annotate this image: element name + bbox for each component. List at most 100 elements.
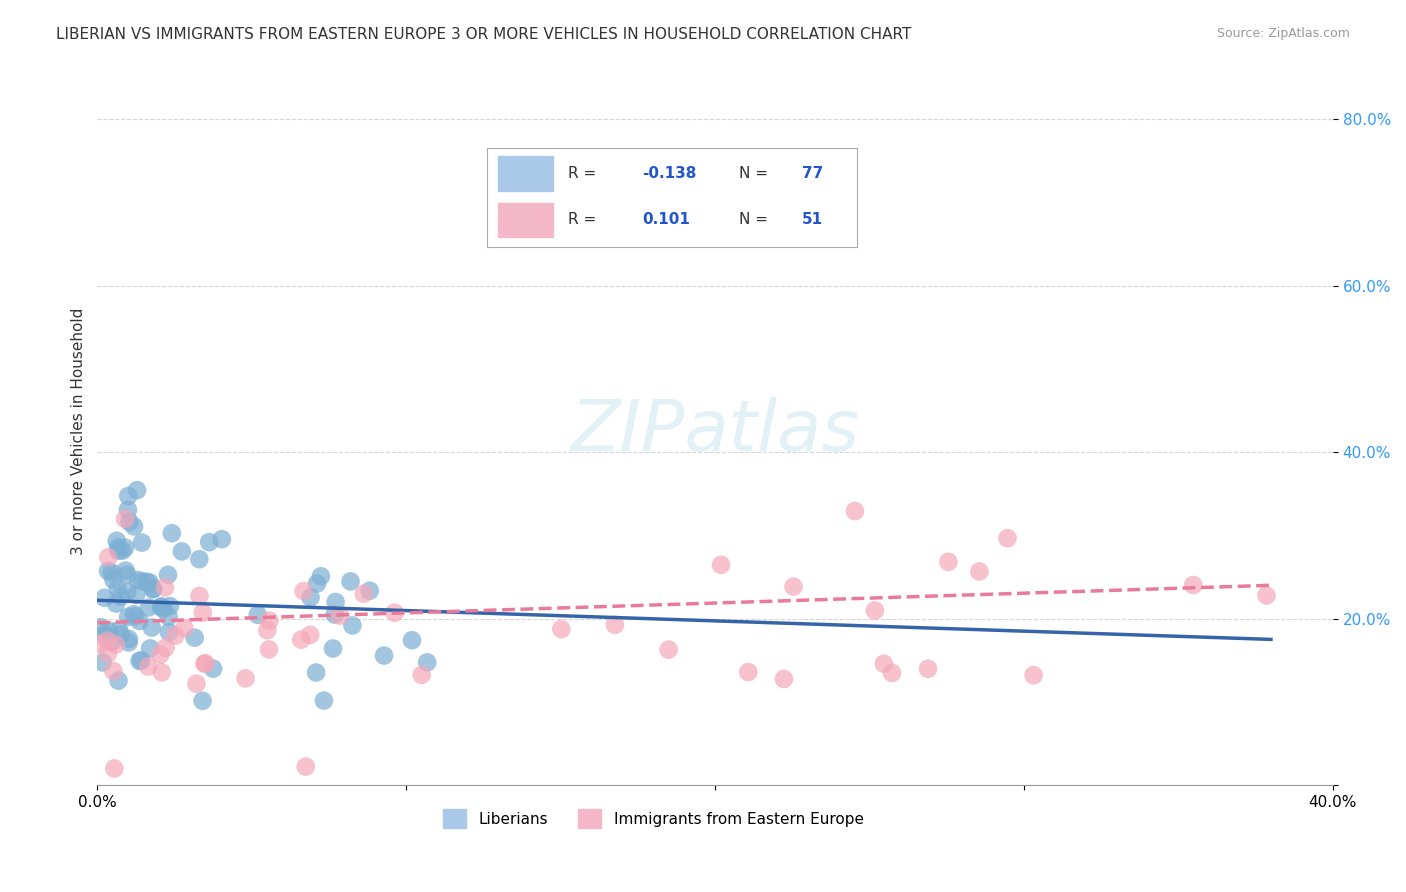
Point <box>863 603 886 617</box>
Point <box>1182 578 1205 592</box>
Point <box>117 567 139 582</box>
Point <box>488 220 510 235</box>
Point <box>131 535 153 549</box>
Point <box>165 629 187 643</box>
Point <box>157 625 180 640</box>
Point <box>91 656 114 670</box>
Point <box>118 515 141 529</box>
Point <box>103 761 125 775</box>
Point <box>299 628 322 642</box>
Point <box>873 657 896 671</box>
Point <box>107 543 129 558</box>
Point <box>411 668 433 682</box>
Point <box>257 642 280 657</box>
Point <box>1022 668 1045 682</box>
Point <box>108 623 131 637</box>
Point <box>246 607 269 622</box>
Point <box>353 587 375 601</box>
Point <box>122 519 145 533</box>
Point <box>160 526 183 541</box>
Point <box>117 489 139 503</box>
Point <box>1256 589 1278 603</box>
Point <box>157 609 180 624</box>
Point <box>150 599 173 614</box>
Point <box>193 657 215 671</box>
Point <box>128 654 150 668</box>
Point <box>142 582 165 596</box>
Point <box>737 665 759 679</box>
Point <box>97 624 120 638</box>
Point <box>107 673 129 688</box>
Point <box>173 621 195 635</box>
Point <box>710 558 733 572</box>
Point <box>292 584 315 599</box>
Point <box>150 665 173 680</box>
Point <box>125 588 148 602</box>
Point <box>329 608 352 623</box>
Point <box>96 633 118 648</box>
Point <box>136 659 159 673</box>
Text: Source: ZipAtlas.com: Source: ZipAtlas.com <box>1216 27 1350 40</box>
Point <box>917 662 939 676</box>
Point <box>997 531 1019 545</box>
Point <box>323 607 346 622</box>
Point <box>107 541 129 555</box>
Point <box>401 633 423 648</box>
Point <box>384 606 406 620</box>
Text: LIBERIAN VS IMMIGRANTS FROM EASTERN EUROPE 3 OR MORE VEHICLES IN HOUSEHOLD CORRE: LIBERIAN VS IMMIGRANTS FROM EASTERN EURO… <box>56 27 911 42</box>
Point <box>294 759 316 773</box>
Point <box>259 614 281 628</box>
Point <box>117 503 139 517</box>
Point <box>188 552 211 566</box>
Point <box>339 574 361 589</box>
Point <box>159 599 181 614</box>
Point <box>97 647 120 661</box>
Point <box>90 620 112 634</box>
Point <box>111 543 134 558</box>
Point <box>97 564 120 578</box>
Point <box>773 672 796 686</box>
Point <box>118 632 141 646</box>
Point <box>305 665 328 680</box>
Point <box>128 614 150 628</box>
Point <box>105 533 128 548</box>
Point <box>194 657 217 671</box>
Point <box>117 609 139 624</box>
Point <box>880 665 903 680</box>
Point <box>211 532 233 546</box>
Point <box>114 541 136 555</box>
Point <box>139 575 162 590</box>
Point <box>322 641 344 656</box>
Point <box>844 504 866 518</box>
Point <box>183 631 205 645</box>
Point <box>97 550 120 565</box>
Point <box>93 591 115 605</box>
Point <box>141 620 163 634</box>
Point <box>550 622 572 636</box>
Point <box>127 573 149 587</box>
Point <box>256 623 278 637</box>
Point <box>938 555 960 569</box>
Point <box>103 664 125 678</box>
Point <box>186 676 208 690</box>
Point <box>105 597 128 611</box>
Point <box>290 632 312 647</box>
Point <box>131 574 153 589</box>
Point <box>658 642 681 657</box>
Point <box>100 635 122 649</box>
Point <box>155 640 177 655</box>
Point <box>138 600 160 615</box>
Point <box>125 483 148 498</box>
Point <box>110 627 132 641</box>
Point <box>110 590 132 604</box>
Point <box>149 600 172 615</box>
Point <box>782 580 804 594</box>
Point <box>118 635 141 649</box>
Point <box>603 617 626 632</box>
Point <box>191 694 214 708</box>
Point <box>142 582 165 597</box>
Point <box>191 606 214 620</box>
Point <box>100 566 122 580</box>
Point <box>124 609 146 624</box>
Point <box>309 569 332 583</box>
